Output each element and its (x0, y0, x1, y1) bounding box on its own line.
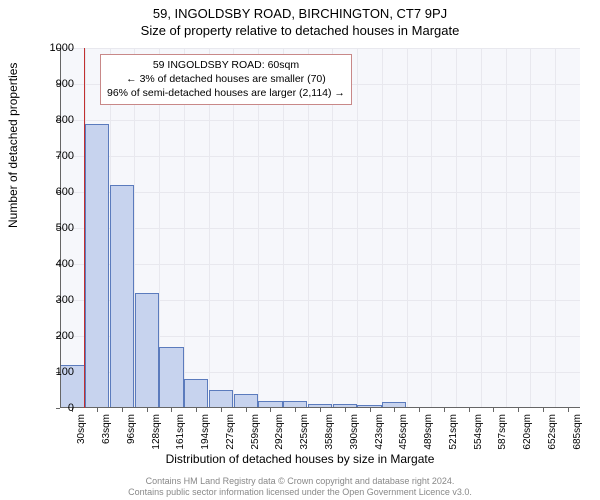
x-tick-label: 96sqm (126, 414, 137, 444)
y-tick-label: 200 (34, 330, 74, 342)
annotation-box: 59 INGOLDSBY ROAD: 60sqm← 3% of detached… (100, 54, 352, 105)
x-tick-label: 685sqm (572, 414, 583, 450)
bar (184, 379, 208, 408)
x-tick-label: 423sqm (374, 414, 385, 450)
bar (159, 347, 183, 408)
x-tick-label: 456sqm (398, 414, 409, 450)
page-title: 59, INGOLDSBY ROAD, BIRCHINGTON, CT7 9PJ (0, 0, 600, 21)
x-tick-label: 325sqm (299, 414, 310, 450)
y-tick-label: 900 (34, 78, 74, 90)
x-tick-label: 161sqm (175, 414, 186, 450)
x-tick-label: 620sqm (522, 414, 533, 450)
bar (209, 390, 233, 408)
x-tick-label: 194sqm (200, 414, 211, 450)
y-tick-label: 1000 (34, 42, 74, 54)
x-tick-label: 390sqm (349, 414, 360, 450)
y-tick-label: 400 (34, 258, 74, 270)
attribution-footer: Contains HM Land Registry data © Crown c… (0, 476, 600, 499)
y-tick-label: 300 (34, 294, 74, 306)
bar (110, 185, 134, 408)
x-tick-label: 292sqm (274, 414, 285, 450)
y-tick-label: 600 (34, 186, 74, 198)
x-tick-label: 227sqm (225, 414, 236, 450)
y-tick-label: 500 (34, 222, 74, 234)
annotation-line: 59 INGOLDSBY ROAD: 60sqm (107, 58, 345, 72)
x-tick-label: 30sqm (76, 414, 87, 444)
plot-area: 59 INGOLDSBY ROAD: 60sqm← 3% of detached… (60, 48, 580, 408)
y-tick-label: 700 (34, 150, 74, 162)
x-tick-label: 489sqm (423, 414, 434, 450)
x-tick-label: 554sqm (473, 414, 484, 450)
x-tick-label: 652sqm (547, 414, 558, 450)
y-axis-label: Number of detached properties (6, 63, 20, 228)
y-tick-label: 800 (34, 114, 74, 126)
x-tick-label: 259sqm (250, 414, 261, 450)
annotation-line: 96% of semi-detached houses are larger (… (107, 86, 345, 100)
footer-line-2: Contains public sector information licen… (0, 487, 600, 498)
y-tick-label: 100 (34, 366, 74, 378)
bar (234, 394, 258, 408)
property-marker-line (84, 48, 85, 408)
x-tick-label: 128sqm (151, 414, 162, 450)
y-tick-label: 0 (34, 402, 74, 414)
annotation-line: ← 3% of detached houses are smaller (70) (107, 72, 345, 86)
x-tick-label: 521sqm (448, 414, 459, 450)
page-subtitle: Size of property relative to detached ho… (0, 21, 600, 38)
bar (135, 293, 159, 408)
bar (85, 124, 109, 408)
chart: 59 INGOLDSBY ROAD: 60sqm← 3% of detached… (60, 48, 580, 408)
footer-line-1: Contains HM Land Registry data © Crown c… (0, 476, 600, 487)
x-tick-label: 358sqm (324, 414, 335, 450)
x-tick-label: 63sqm (101, 414, 112, 444)
x-tick-label: 587sqm (497, 414, 508, 450)
x-axis-label: Distribution of detached houses by size … (0, 452, 600, 466)
